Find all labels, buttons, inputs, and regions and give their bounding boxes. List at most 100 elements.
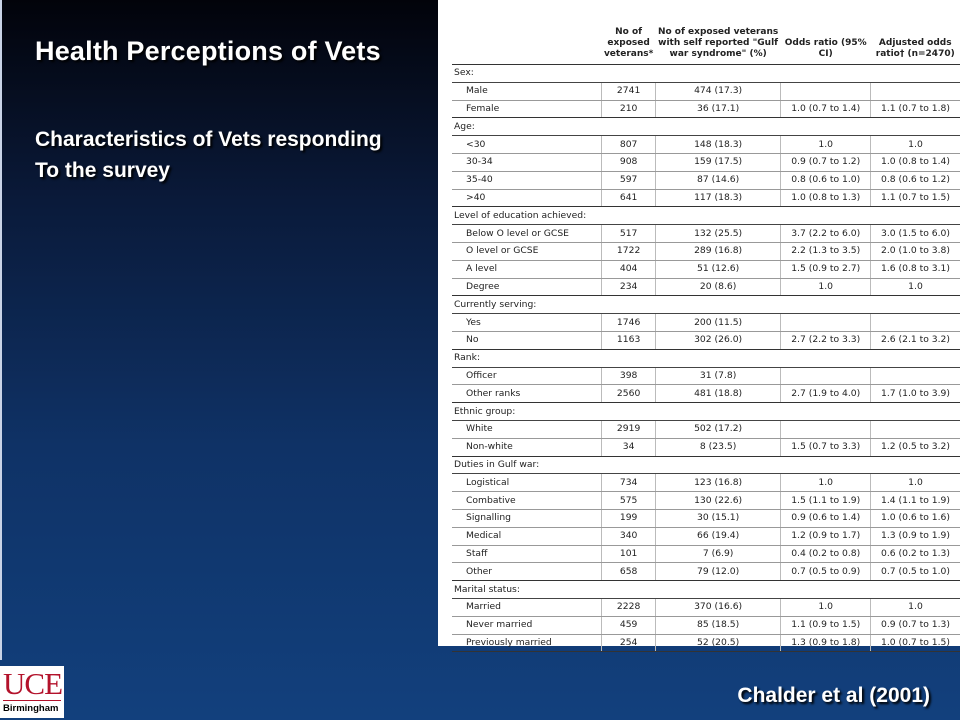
- syndrome-count-cell: 200 (11.5): [654, 313, 781, 332]
- odds-ratio-cell: 0.7 (0.5 to 0.9): [780, 562, 871, 582]
- row-label-cell: Other: [452, 562, 602, 582]
- adjusted-odds-cell: 1.0: [869, 278, 960, 297]
- syndrome-count-cell: 302 (26.0): [654, 331, 781, 350]
- section-label: Currently serving:: [452, 295, 960, 315]
- exposed-count-cell: 234: [601, 278, 656, 297]
- syndrome-count-cell: 502 (17.2): [654, 420, 781, 439]
- exposed-count-cell: 807: [601, 135, 656, 154]
- row-label-cell: Male: [452, 82, 602, 101]
- slide-title: Health Perceptions of Vets: [35, 36, 381, 66]
- exposed-count-cell: 1163: [601, 331, 656, 350]
- odds-ratio-cell: [780, 313, 871, 332]
- row-label-cell: Officer: [452, 367, 602, 386]
- odds-ratio-cell: 1.5 (1.1 to 1.9): [780, 491, 871, 510]
- syndrome-count-cell: 117 (18.3): [654, 189, 781, 208]
- adjusted-odds-cell: 1.0 (0.8 to 1.4): [869, 153, 960, 172]
- table-row: Non-white 34 8 (23.5) 1.5 (0.7 to 3.3) 1.2 (…: [452, 438, 960, 457]
- exposed-count-cell: 199: [601, 509, 656, 528]
- row-label-cell: Other ranks: [452, 384, 602, 404]
- section-label: Duties in Gulf war:: [452, 456, 960, 475]
- row-label-cell: Medical: [452, 527, 602, 546]
- table-row: Male 2741 474 (17.3): [452, 82, 960, 101]
- syndrome-count-cell: 289 (16.8): [654, 242, 781, 261]
- table-row: >40 641 117 (18.3) 1.0 (0.8 to 1.3) 1.1 (0.7…: [452, 189, 960, 208]
- table-row: Medical 340 66 (19.4) 1.2 (0.9 to 1.7) 1.3 (…: [452, 527, 960, 546]
- section-label: Marital status:: [452, 580, 960, 599]
- odds-ratio-cell: 0.8 (0.6 to 1.0): [780, 171, 871, 190]
- section-label: Level of education achieved:: [452, 206, 960, 226]
- odds-ratio-cell: [780, 367, 871, 386]
- left-edge-strip: [0, 0, 2, 660]
- odds-ratio-cell: 2.7 (2.2 to 3.3): [780, 331, 871, 350]
- odds-ratio-cell: 0.9 (0.6 to 1.4): [780, 509, 871, 528]
- characteristics-table-panel: No of exposed veterans* No of exposed ve…: [438, 0, 960, 653]
- odds-ratio-cell: 1.5 (0.7 to 3.3): [780, 438, 871, 457]
- row-label-cell: Below O level or GCSE: [452, 224, 602, 243]
- syndrome-count-cell: 8 (23.5): [654, 438, 781, 457]
- table-row: 35-40 597 87 (14.6) 0.8 (0.6 to 1.0) 0.8 (0.…: [452, 171, 960, 190]
- table-row: Yes 1746 200 (11.5): [452, 313, 960, 332]
- adjusted-odds-cell: 3.0 (1.5 to 6.0): [869, 224, 960, 243]
- adjusted-odds-cell: 1.0 (0.7 to 1.5): [869, 634, 960, 653]
- row-label-cell: Previously married: [452, 634, 602, 653]
- adjusted-odds-cell: 1.6 (0.8 to 3.1): [869, 260, 960, 279]
- row-label-cell: Married: [452, 598, 602, 617]
- table-section-row: Level of education achieved:: [452, 206, 960, 226]
- adjusted-odds-cell: 1.0: [869, 135, 960, 154]
- exposed-count-cell: 340: [601, 527, 656, 546]
- adjusted-odds-cell: 1.0 (0.6 to 1.6): [869, 509, 960, 528]
- table-header-row: No of exposed veterans* No of exposed ve…: [452, 4, 960, 65]
- syndrome-count-cell: 85 (18.5): [654, 616, 781, 635]
- table-row: Previously married 254 52 (20.5) 1.3 (0.9 t…: [452, 634, 960, 653]
- syndrome-count-cell: 31 (7.8): [654, 367, 781, 386]
- subtitle-line-1: Characteristics of Vets responding: [35, 128, 382, 151]
- exposed-count-cell: 2919: [601, 420, 656, 439]
- logo-mark: UCE: [3, 666, 63, 701]
- adjusted-odds-cell: 2.6 (2.1 to 3.2): [869, 331, 960, 350]
- adjusted-odds-cell: [869, 420, 960, 439]
- odds-ratio-cell: 2.2 (1.3 to 3.5): [780, 242, 871, 261]
- table-body: Sex: Male 2741 474 (17.3) Female 210 36 (17.1)…: [452, 64, 960, 653]
- table-section-row: Marital status:: [452, 580, 960, 599]
- row-label-cell: Yes: [452, 313, 602, 332]
- citation: Chalder et al (2001): [737, 684, 930, 707]
- logo-text: Birmingham: [3, 703, 59, 714]
- table-row: Staff 101 7 (6.9) 0.4 (0.2 to 0.8) 0.6 (0.2 …: [452, 545, 960, 564]
- syndrome-count-cell: 87 (14.6): [654, 171, 781, 190]
- table-row: Other 658 79 (12.0) 0.7 (0.5 to 0.9) 0.7 (0.…: [452, 562, 960, 582]
- odds-ratio-cell: 1.0: [780, 278, 871, 297]
- section-label: Rank:: [452, 349, 960, 368]
- exposed-count-cell: 254: [601, 634, 656, 653]
- table-row: 30-34 908 159 (17.5) 0.9 (0.7 to 1.2) 1.0 (0…: [452, 153, 960, 172]
- row-label-cell: Female: [452, 100, 602, 119]
- exposed-count-cell: 2228: [601, 598, 656, 617]
- row-label-cell: <30: [452, 135, 602, 154]
- table-section-row: Sex:: [452, 64, 960, 83]
- section-label: Sex:: [452, 64, 960, 83]
- section-label: Age:: [452, 117, 960, 137]
- exposed-count-cell: 101: [601, 545, 656, 564]
- row-label-cell: Never married: [452, 616, 602, 635]
- syndrome-count-cell: 474 (17.3): [654, 82, 781, 101]
- row-label-cell: 35-40: [452, 171, 602, 190]
- exposed-count-cell: 459: [601, 616, 656, 635]
- subtitle-line-2: To the survey: [35, 159, 170, 182]
- row-label-cell: No: [452, 331, 602, 350]
- table-row: Married 2228 370 (16.6) 1.0 1.0: [452, 598, 960, 617]
- adjusted-odds-cell: [869, 313, 960, 332]
- syndrome-count-cell: 132 (25.5): [654, 224, 781, 243]
- row-label-cell: 30-34: [452, 153, 602, 172]
- row-label-cell: A level: [452, 260, 602, 279]
- adjusted-odds-cell: 0.9 (0.7 to 1.3): [869, 616, 960, 635]
- adjusted-odds-cell: 0.6 (0.2 to 1.3): [869, 545, 960, 564]
- table-row: O level or GCSE 1722 289 (16.8) 2.2 (1.3 to…: [452, 242, 960, 261]
- adjusted-odds-cell: 1.1 (0.7 to 1.8): [869, 100, 960, 119]
- syndrome-count-cell: 66 (19.4): [654, 527, 781, 546]
- table-row: Degree 234 20 (8.6) 1.0 1.0: [452, 278, 960, 297]
- odds-ratio-cell: [780, 420, 871, 439]
- adjusted-odds-cell: 1.0: [869, 598, 960, 617]
- table-row: A level 404 51 (12.6) 1.5 (0.9 to 2.7) 1.6 (…: [452, 260, 960, 279]
- odds-ratio-cell: 1.3 (0.9 to 1.8): [780, 634, 871, 653]
- exposed-count-cell: 398: [601, 367, 656, 386]
- row-label-cell: Degree: [452, 278, 602, 297]
